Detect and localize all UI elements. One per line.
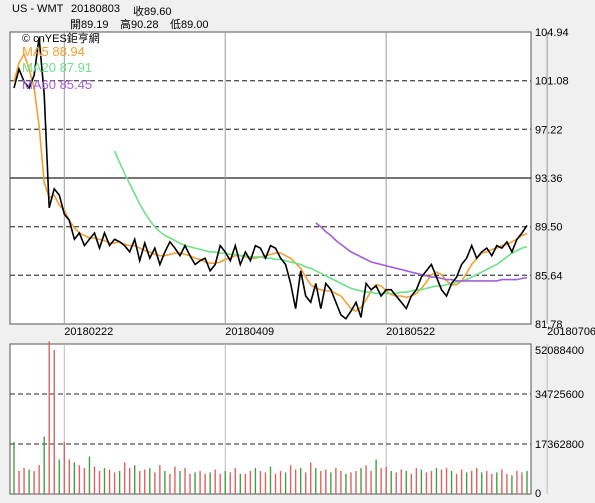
date-tick-label: 20180522 [386, 326, 435, 338]
ma5-legend: MA5 88.94 [22, 44, 85, 59]
price-tick-label: 93.36 [535, 173, 563, 185]
series-line-ma60 [315, 222, 528, 282]
series-line-ma20 [113, 150, 528, 295]
price-tick-label: 89.50 [535, 222, 563, 234]
ma20-legend: MA20 87.91 [22, 60, 92, 75]
date-tick-label: 20180706 [547, 326, 595, 338]
date-tick-label: 20180222 [64, 326, 113, 338]
price-tick-label: 101.08 [535, 76, 569, 88]
volume-tick-label: 17362800 [535, 439, 584, 451]
close-price: 收89.60 [133, 6, 172, 18]
series-line-ma5 [13, 51, 528, 313]
ma60-legend: MA60 85.45 [22, 77, 92, 92]
volume-tick-label: 34725600 [535, 389, 584, 401]
symbol-label: US - WMT [12, 3, 64, 15]
volume-tick-label: 52088400 [535, 345, 584, 357]
date-tick-label: 20180409 [225, 326, 274, 338]
price-tick-label: 81.78 [535, 319, 563, 331]
price-tick-label: 97.22 [535, 124, 563, 136]
low-price: 低89.00 [170, 19, 209, 31]
copyright-label: © cnYES鉅亨網 [22, 31, 100, 45]
quote-header: US - WMT 20180803 收89.60 開89.19 高90.28 低… [0, 0, 595, 32]
price-tick-label: 85.64 [535, 270, 563, 282]
volume-tick-label: 0 [535, 488, 541, 500]
date-label: 20180803 [71, 3, 120, 15]
open-price: 開89.19 [70, 19, 109, 31]
price-tick-label: 104.94 [535, 27, 569, 39]
series-line-close [13, 37, 528, 320]
high-price: 高90.28 [120, 19, 159, 31]
